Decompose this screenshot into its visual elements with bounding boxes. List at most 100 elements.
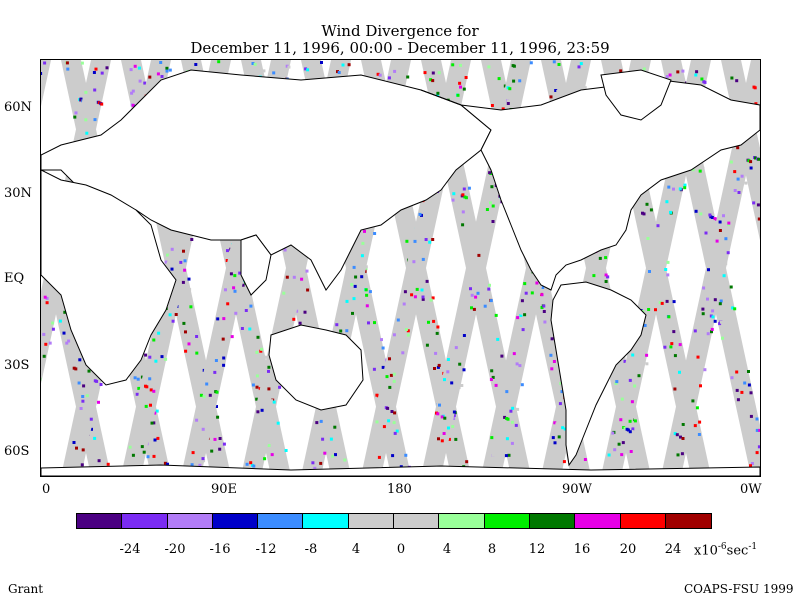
swath-speckle [270, 399, 274, 403]
swath-speckle [78, 445, 82, 448]
swath-speckle [708, 213, 712, 217]
swath-speckle [562, 460, 566, 464]
swath-speckle [556, 423, 560, 427]
swath-speckle [713, 217, 717, 221]
swath-speckle [673, 387, 677, 391]
swath-speckle [183, 268, 187, 272]
swath-speckle [97, 459, 101, 463]
swath-speckle [727, 221, 731, 225]
swath-speckle [270, 453, 274, 457]
swath-speckle [623, 359, 627, 363]
swath-speckle [678, 370, 681, 374]
swath-speckle [152, 454, 156, 458]
lat-label-eq: EQ [4, 271, 25, 286]
swath-speckle [406, 75, 410, 79]
swath-speckle [733, 170, 737, 174]
swath-speckle [686, 172, 690, 176]
swath-speckle [215, 390, 219, 394]
swath-speckle [551, 436, 555, 440]
swath-speckle [736, 146, 740, 150]
scale-tick: 16 [573, 542, 591, 557]
swath-speckle [222, 343, 226, 347]
swath-speckle [165, 69, 169, 73]
swath-speckle [737, 191, 741, 194]
swath-speckle [364, 267, 368, 271]
swath-speckle [667, 315, 671, 319]
swath-speckle [153, 411, 157, 415]
swath-speckle [336, 70, 339, 74]
swath-speckle [629, 433, 633, 437]
swath-speckle [673, 354, 677, 358]
swath-speckle [62, 331, 66, 335]
swath-speckle [749, 391, 753, 395]
swath-speckle [615, 380, 619, 384]
swath-speckle [259, 349, 263, 353]
swath-speckle [94, 67, 98, 71]
swath-speckle [298, 321, 302, 325]
swath-speckle [729, 160, 733, 164]
swath-speckle [474, 295, 478, 299]
swath-speckle [443, 416, 447, 420]
swath-speckle [51, 300, 55, 304]
swath-speckle [491, 375, 495, 379]
swath-speckle [459, 63, 462, 67]
swath-speckle [164, 357, 168, 361]
south-america-landmass [550, 281, 647, 467]
swath-speckle [519, 314, 523, 317]
swath-speckle [133, 64, 137, 68]
swath-speckle [489, 378, 493, 381]
swath-speckle [491, 453, 495, 457]
swath-speckle [490, 369, 494, 373]
swath-speckle [93, 88, 97, 92]
india-landmass [240, 234, 272, 296]
swath-speckle [420, 288, 424, 292]
swath-speckle [387, 76, 391, 80]
swath-speckle [520, 299, 524, 303]
swath-speckle [106, 462, 110, 466]
swath-speckle [153, 438, 157, 442]
color-scale-bar [76, 513, 713, 529]
swath-speckle [412, 260, 416, 264]
swath-speckle [341, 63, 345, 67]
swath-speckle [365, 293, 369, 297]
swath-speckle [311, 461, 315, 465]
color-swatch [575, 514, 621, 528]
swath-speckle [152, 421, 156, 425]
swath-speckle [457, 386, 461, 390]
swath-speckle [320, 61, 323, 64]
swath-speckle [749, 464, 752, 468]
swath-speckle [454, 337, 458, 341]
swath-speckle [559, 382, 563, 385]
swath-speckle [607, 453, 611, 457]
swath-speckle [389, 373, 393, 377]
swath-speckle [422, 325, 426, 329]
swath-speckle [520, 311, 524, 315]
swath-speckle [577, 65, 581, 69]
swath-speckle [170, 247, 174, 251]
swath-speckle [168, 68, 172, 72]
scale-tick: 24 [664, 542, 682, 557]
swath-speckle [392, 372, 396, 376]
swath-speckle [72, 441, 76, 444]
swath-speckle [620, 453, 624, 457]
swath-speckle [506, 99, 510, 103]
swath-speckle [470, 306, 473, 310]
australia-landmass [268, 324, 364, 411]
swath-speckle [443, 378, 446, 382]
swath-speckle [284, 449, 288, 452]
swath-speckle [234, 311, 238, 315]
chart-title-line1: Wind Divergence for [321, 22, 479, 40]
swath-speckle [703, 368, 707, 372]
swath-speckle [198, 463, 202, 467]
swath-speckle [754, 156, 757, 160]
swath-speckle [670, 342, 674, 346]
swath-speckle [557, 63, 561, 66]
swath-speckle [681, 69, 685, 73]
swath-speckle [408, 287, 412, 291]
swath-speckle [713, 298, 717, 302]
swath-speckle [81, 448, 85, 452]
swath-speckle [232, 286, 236, 290]
swath-speckle [375, 420, 379, 424]
swath-speckle [512, 79, 516, 83]
swath-speckle [410, 293, 414, 297]
